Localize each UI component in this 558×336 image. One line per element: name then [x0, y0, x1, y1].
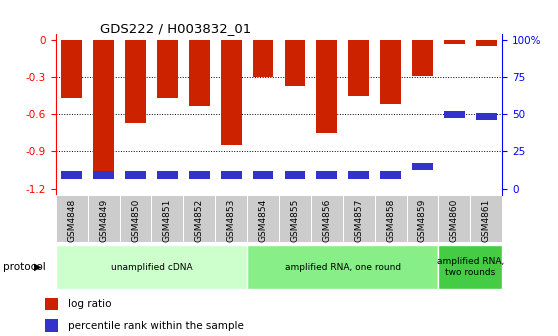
Text: GSM4852: GSM4852 [195, 199, 204, 242]
Bar [151, 195, 184, 242]
Text: GSM4857: GSM4857 [354, 199, 363, 242]
Bar [189, 40, 210, 106]
Bar [189, 171, 210, 179]
Bar [247, 195, 279, 242]
Bar [253, 171, 273, 179]
Bar [316, 40, 337, 133]
Text: GSM4850: GSM4850 [131, 199, 140, 242]
Text: GSM4848: GSM4848 [68, 199, 76, 242]
Bar [61, 40, 82, 98]
Bar [348, 171, 369, 179]
Bar [93, 40, 114, 174]
Bar [125, 40, 146, 123]
Bar [45, 320, 58, 332]
Text: GSM4851: GSM4851 [163, 199, 172, 242]
Bar [476, 40, 497, 46]
Bar [88, 195, 119, 242]
Bar [285, 171, 305, 179]
Text: GSM4855: GSM4855 [291, 199, 300, 242]
Bar [439, 245, 502, 289]
Bar [56, 195, 88, 242]
Bar [157, 40, 178, 98]
Bar [444, 111, 465, 118]
Bar [439, 195, 470, 242]
Bar [93, 171, 114, 179]
Text: GSM4860: GSM4860 [450, 199, 459, 242]
Text: GDS222 / H003832_01: GDS222 / H003832_01 [100, 22, 252, 35]
Bar [311, 195, 343, 242]
Bar [125, 171, 146, 179]
Text: amplified RNA, one round: amplified RNA, one round [285, 263, 401, 271]
Bar [316, 171, 337, 179]
Bar [412, 163, 433, 170]
Bar [157, 171, 178, 179]
Bar [412, 40, 433, 76]
Bar [221, 40, 242, 145]
Bar [253, 40, 273, 77]
Bar [247, 245, 439, 289]
Bar [444, 40, 465, 44]
Bar [343, 195, 374, 242]
Bar [348, 40, 369, 96]
Text: GSM4856: GSM4856 [323, 199, 331, 242]
Text: percentile rank within the sample: percentile rank within the sample [68, 321, 244, 331]
Bar [407, 195, 439, 242]
Bar [374, 195, 407, 242]
Text: log ratio: log ratio [68, 299, 112, 309]
Bar [476, 113, 497, 120]
Text: GSM4854: GSM4854 [258, 199, 267, 242]
Text: GSM4853: GSM4853 [227, 199, 235, 242]
Text: GSM4849: GSM4849 [99, 199, 108, 242]
Bar [184, 195, 215, 242]
Bar [285, 40, 305, 86]
Text: amplified RNA,
two rounds: amplified RNA, two rounds [437, 257, 504, 277]
Bar [215, 195, 247, 242]
Bar [119, 195, 151, 242]
Bar [279, 195, 311, 242]
Text: unamplified cDNA: unamplified cDNA [110, 263, 193, 271]
Bar [56, 245, 247, 289]
Text: GSM4858: GSM4858 [386, 199, 395, 242]
Bar [45, 298, 58, 310]
Text: GSM4861: GSM4861 [482, 199, 490, 242]
Text: GSM4859: GSM4859 [418, 199, 427, 242]
Text: protocol: protocol [3, 262, 46, 272]
Bar [470, 195, 502, 242]
Bar [380, 40, 401, 104]
Bar [221, 171, 242, 179]
Bar [380, 171, 401, 179]
Bar [61, 171, 82, 179]
Text: ▶: ▶ [35, 262, 42, 272]
